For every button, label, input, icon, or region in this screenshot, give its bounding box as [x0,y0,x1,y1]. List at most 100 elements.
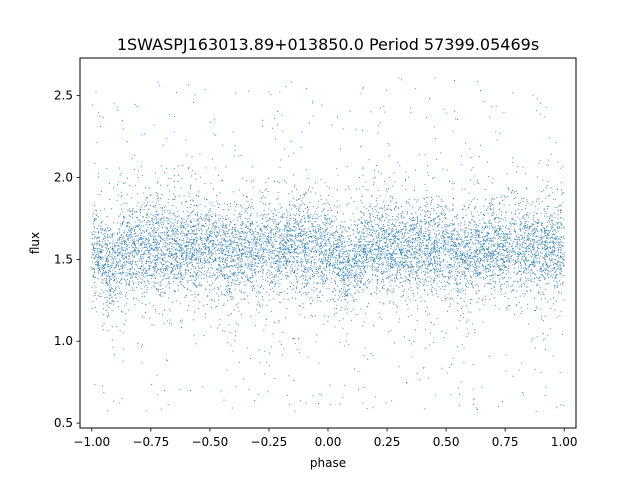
data-point [540,308,542,310]
data-point [542,248,544,250]
data-point [371,262,373,264]
data-point [307,291,309,293]
data-point [556,273,558,275]
data-point [191,257,193,259]
data-point [128,258,129,260]
data-point [194,234,196,236]
data-point [418,252,420,254]
data-point [166,233,168,235]
data-point [205,199,207,200]
data-point [114,242,116,244]
data-point [389,219,391,221]
data-point [207,295,209,297]
data-point [516,273,518,275]
data-point [149,204,151,206]
data-point [289,228,290,229]
data-point [205,223,207,224]
data-point [237,284,239,286]
data-point [167,277,169,279]
data-point [316,237,318,239]
data-point [528,228,530,230]
data-point [359,231,361,233]
data-point [245,265,247,267]
data-point [96,237,98,239]
data-point [560,255,562,257]
data-point [100,244,102,246]
data-point [261,254,263,256]
data-point [125,319,127,321]
data-point [295,248,297,250]
data-point [183,248,184,250]
data-point [484,255,486,257]
data-point [497,260,499,262]
data-point [305,192,306,194]
data-point [518,258,519,260]
data-point [126,297,128,299]
data-point [476,254,478,255]
data-point [279,251,281,253]
data-point [280,258,282,260]
data-point [251,222,253,224]
data-point [265,319,267,320]
data-point [544,316,546,317]
data-point [126,222,128,223]
data-point [120,172,122,174]
data-point [318,362,320,364]
data-point [511,218,513,220]
data-point [495,105,497,107]
data-point [148,268,150,270]
data-point [398,230,400,232]
data-point [457,258,459,260]
data-point [490,283,492,285]
data-point [324,217,326,218]
data-point [255,230,257,232]
data-point [348,186,349,188]
data-point [239,282,241,283]
data-point [403,248,404,250]
data-point [287,215,289,217]
data-point [433,224,435,226]
data-point [315,232,317,234]
data-point [240,228,242,229]
data-point [147,275,149,277]
data-point [365,250,366,252]
data-point [211,299,213,301]
data-point [367,280,368,282]
data-point [109,278,111,280]
data-point [376,230,377,232]
data-point [558,291,560,293]
data-point [457,253,458,255]
data-point [299,231,301,233]
data-point [536,251,538,253]
data-point [287,299,289,301]
data-point [550,307,552,309]
data-point [395,202,397,204]
data-point [254,325,256,327]
data-point [255,265,257,267]
data-point [350,244,352,246]
data-point [383,254,385,256]
data-point [143,253,145,255]
data-point [332,250,333,252]
data-point [320,237,322,239]
data-point [174,290,175,291]
data-point [402,263,404,265]
data-point [313,287,315,289]
data-point [297,279,299,281]
data-point [215,244,217,246]
data-point [534,247,536,249]
data-point [155,277,157,279]
data-point [387,247,389,249]
data-point [298,235,300,237]
data-point [214,273,216,275]
data-point [474,264,476,266]
data-point [504,277,505,278]
data-point [289,238,291,240]
data-point [482,248,484,250]
data-point [411,247,413,249]
data-point [155,309,156,311]
data-point [489,225,491,227]
data-point [496,260,498,262]
data-point [392,228,393,230]
data-point [137,254,138,256]
